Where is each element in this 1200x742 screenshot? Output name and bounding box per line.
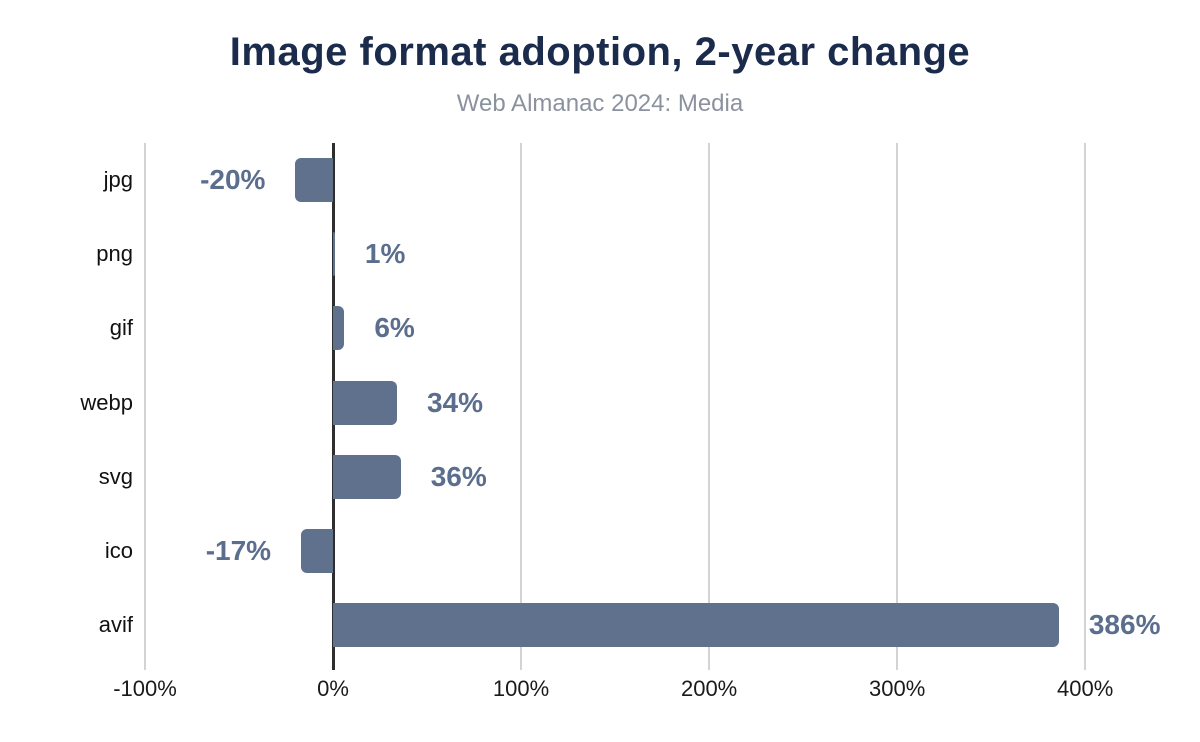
value-label-avif: 386% bbox=[1088, 608, 1161, 640]
value-label-jpg: -20% bbox=[200, 164, 266, 196]
gridline-100% bbox=[520, 143, 523, 662]
tick-mark-200% bbox=[708, 662, 711, 670]
bar-avif bbox=[333, 602, 1059, 647]
bar-svg bbox=[333, 454, 401, 499]
tick-mark-400% bbox=[1084, 662, 1087, 670]
value-label-ico: -17% bbox=[205, 534, 272, 566]
category-label-png: png bbox=[96, 241, 133, 267]
gridline-300% bbox=[896, 143, 899, 662]
x-tick-label: 100% bbox=[492, 676, 550, 701]
category-label-avif: avif bbox=[98, 611, 133, 637]
plot-area: -100% 0% 100% 200% 300% 400% -20% jpg 1% png 6% gif… bbox=[80, 143, 1160, 701]
value-label-gif: 6% bbox=[374, 312, 415, 344]
gridline-200% bbox=[708, 143, 711, 662]
tick-mark-300% bbox=[896, 662, 899, 670]
x-tick-label: -100% bbox=[113, 676, 177, 701]
category-label-ico: ico bbox=[104, 537, 133, 563]
x-tick-label: 200% bbox=[680, 676, 738, 701]
bar-webp bbox=[333, 380, 397, 425]
gridline--100% bbox=[144, 143, 146, 662]
value-label-png: 1% bbox=[364, 238, 406, 270]
value-label-webp: 34% bbox=[426, 386, 484, 418]
x-tick-label: 300% bbox=[869, 676, 926, 701]
bar-gif bbox=[333, 306, 345, 351]
x-tick-label: 400% bbox=[1057, 676, 1114, 701]
category-label-svg: svg bbox=[98, 463, 133, 489]
chart-title: Image format adoption, 2-year change bbox=[229, 30, 971, 74]
chart-subtitle: Web Almanac 2024: Media bbox=[456, 90, 744, 117]
gridline-400% bbox=[1084, 143, 1087, 662]
category-label-jpg: jpg bbox=[103, 167, 133, 193]
tick-mark-100% bbox=[520, 662, 523, 670]
bar-jpg bbox=[295, 158, 334, 203]
tick-mark--100% bbox=[144, 662, 146, 670]
category-label-gif: gif bbox=[109, 315, 133, 341]
bar-png bbox=[333, 232, 335, 277]
category-label-webp: webp bbox=[80, 389, 133, 415]
value-label-svg: 36% bbox=[430, 460, 487, 492]
bar-ico bbox=[301, 528, 334, 573]
x-tick-label: 0% bbox=[317, 676, 349, 701]
